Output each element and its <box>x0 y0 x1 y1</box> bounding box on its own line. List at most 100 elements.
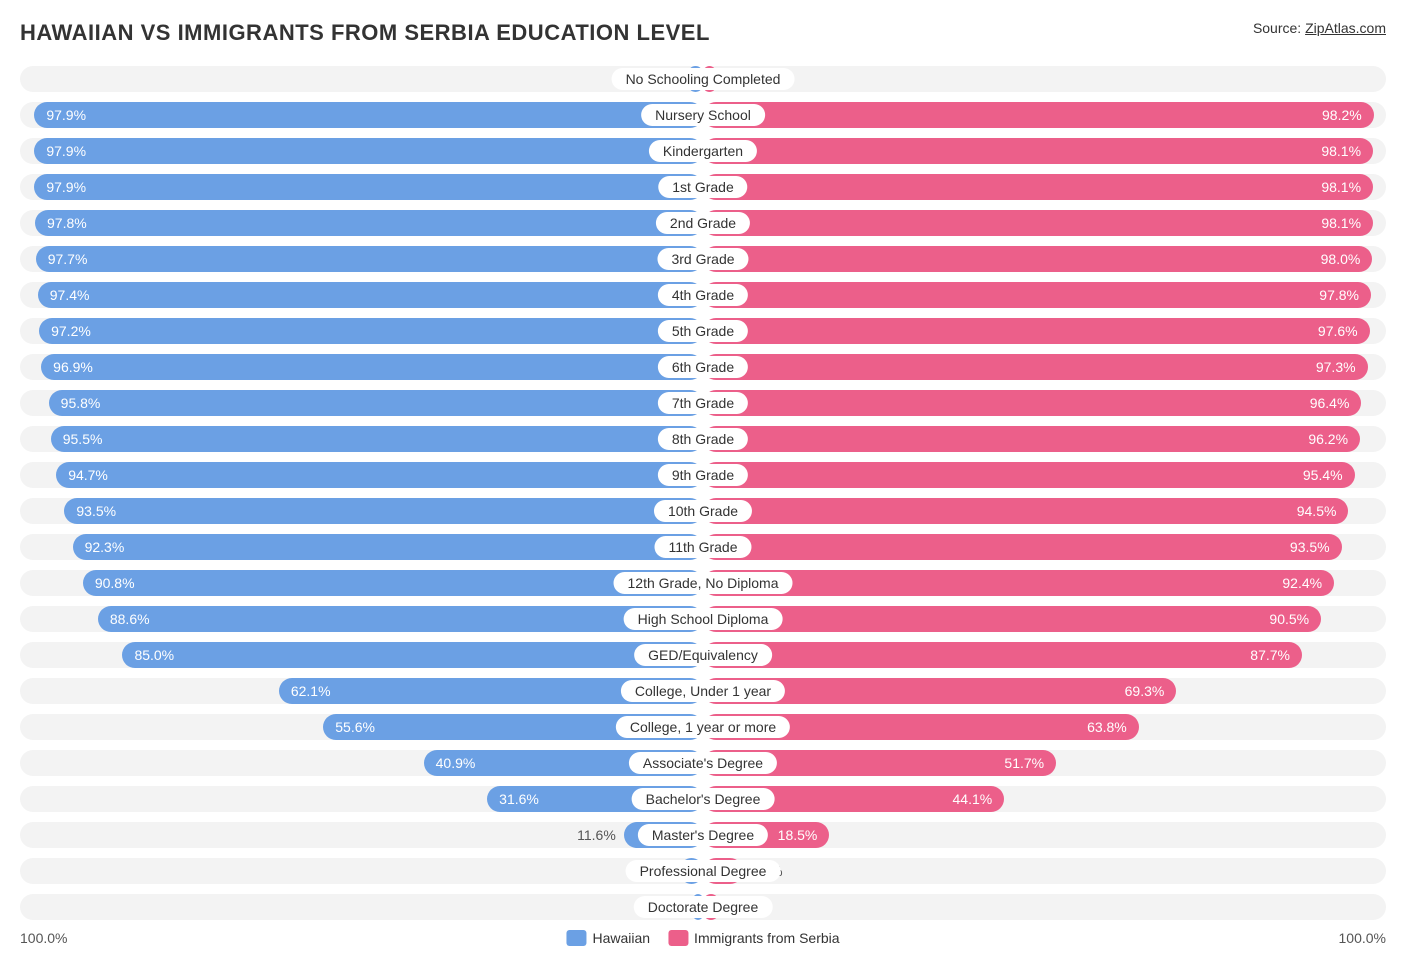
value-left: 40.9% <box>424 750 476 776</box>
value-left: 97.9% <box>34 138 86 164</box>
value-left: 97.4% <box>38 282 90 308</box>
chart-title: HAWAIIAN VS IMMIGRANTS FROM SERBIA EDUCA… <box>20 20 710 46</box>
category-label: Doctorate Degree <box>634 896 773 918</box>
bar-right <box>703 642 1302 668</box>
chart-row: 88.6%90.5%High School Diploma <box>20 606 1386 632</box>
category-label: 4th Grade <box>658 284 748 306</box>
value-left: 94.7% <box>56 462 108 488</box>
category-label: 10th Grade <box>654 500 752 522</box>
bar-right <box>703 174 1373 200</box>
chart-row: 97.9%98.1%1st Grade <box>20 174 1386 200</box>
legend-swatch <box>668 930 688 946</box>
value-right: 63.8% <box>1087 714 1139 740</box>
bar-right <box>703 390 1361 416</box>
value-right: 93.5% <box>1290 534 1342 560</box>
category-label: 11th Grade <box>654 536 751 558</box>
category-label: 3rd Grade <box>657 248 748 270</box>
bar-left <box>34 138 703 164</box>
bar-left <box>41 354 703 380</box>
chart-row: 85.0% 87.7% GED/Equivalency <box>20 642 1386 668</box>
value-left: 97.9% <box>34 102 86 128</box>
category-label: College, 1 year or more <box>616 716 790 738</box>
value-left: 85.0% <box>122 642 174 668</box>
category-label: Associate's Degree <box>629 752 777 774</box>
chart-row: 1.5%2.3%Doctorate Degree <box>20 894 1386 920</box>
category-label: Bachelor's Degree <box>632 788 775 810</box>
chart-row: 97.7% 98.0% 3rd Grade <box>20 246 1386 272</box>
bar-left <box>64 498 703 524</box>
right-axis-max: 100.0% <box>1339 930 1386 946</box>
chart-row: 97.2%97.6%5th Grade <box>20 318 1386 344</box>
category-label: High School Diploma <box>624 608 783 630</box>
bar-right <box>703 138 1373 164</box>
value-left: 97.7% <box>36 246 88 272</box>
chart-header: HAWAIIAN VS IMMIGRANTS FROM SERBIA EDUCA… <box>20 20 1386 46</box>
chart-row: 92.3% 93.5% 11th Grade <box>20 534 1386 560</box>
bar-right <box>703 354 1368 380</box>
value-left: 92.3% <box>73 534 125 560</box>
chart-row: 97.9%98.2%Nursery School <box>20 102 1386 128</box>
bar-right <box>703 426 1360 452</box>
chart-row: 31.6% 44.1% Bachelor's Degree <box>20 786 1386 812</box>
bar-left <box>35 210 703 236</box>
bar-right <box>703 282 1371 308</box>
value-right: 69.3% <box>1125 678 1177 704</box>
bar-right <box>703 102 1374 128</box>
category-label: 7th Grade <box>658 392 748 414</box>
value-left: 62.1% <box>279 678 331 704</box>
value-right: 94.5% <box>1297 498 1349 524</box>
value-left: 11.6% <box>577 822 624 848</box>
category-label: College, Under 1 year <box>621 680 785 702</box>
source-link[interactable]: ZipAtlas.com <box>1305 20 1386 36</box>
bar-left <box>39 318 703 344</box>
bar-right <box>703 606 1321 632</box>
value-left: 55.6% <box>323 714 375 740</box>
bar-left <box>83 570 703 596</box>
chart-row: 94.7% 95.4% 9th Grade <box>20 462 1386 488</box>
value-left: 93.5% <box>64 498 116 524</box>
bar-right <box>703 210 1373 236</box>
value-right: 98.1% <box>1321 174 1373 200</box>
diverging-bar-chart: 2.2%1.9%No Schooling Completed 97.9%98.2%… <box>20 66 1386 920</box>
value-left: 97.9% <box>34 174 86 200</box>
category-label: 9th Grade <box>658 464 748 486</box>
value-right: 87.7% <box>1250 642 1302 668</box>
chart-row: 3.4%5.8%Professional Degree <box>20 858 1386 884</box>
legend-item-serbia: Immigrants from Serbia <box>668 930 839 946</box>
chart-row: 55.6% 63.8% College, 1 year or more <box>20 714 1386 740</box>
chart-row: 96.9%97.3%6th Grade <box>20 354 1386 380</box>
bar-right <box>703 462 1355 488</box>
bar-left <box>34 102 703 128</box>
value-right: 98.1% <box>1321 210 1373 236</box>
value-right: 44.1% <box>953 786 1005 812</box>
value-right: 96.4% <box>1310 390 1362 416</box>
category-label: No Schooling Completed <box>612 68 795 90</box>
category-label: GED/Equivalency <box>634 644 772 666</box>
bar-left <box>98 606 703 632</box>
category-label: 5th Grade <box>658 320 748 342</box>
value-right: 96.2% <box>1308 426 1360 452</box>
value-left: 31.6% <box>487 786 539 812</box>
chart-row: 97.9% 98.1% Kindergarten <box>20 138 1386 164</box>
bar-left <box>51 426 703 452</box>
bar-right <box>703 570 1334 596</box>
value-left: 90.8% <box>83 570 135 596</box>
chart-row: 90.8%92.4%12th Grade, No Diploma <box>20 570 1386 596</box>
value-right: 97.8% <box>1319 282 1371 308</box>
bar-right <box>703 498 1348 524</box>
category-label: 12th Grade, No Diploma <box>614 572 793 594</box>
bar-right <box>703 534 1342 560</box>
legend-label: Hawaiian <box>592 930 650 946</box>
chart-row: 97.8%98.1%2nd Grade <box>20 210 1386 236</box>
legend: Hawaiian Immigrants from Serbia <box>566 930 839 946</box>
value-right: 98.0% <box>1321 246 1373 272</box>
bar-left <box>38 282 703 308</box>
chart-row: 2.2%1.9%No Schooling Completed <box>20 66 1386 92</box>
source-label: Source: <box>1253 20 1305 36</box>
category-label: Kindergarten <box>649 140 757 162</box>
category-label: 6th Grade <box>658 356 748 378</box>
value-right: 95.4% <box>1303 462 1355 488</box>
bar-left <box>122 642 703 668</box>
value-right: 98.1% <box>1321 138 1373 164</box>
legend-swatch <box>566 930 586 946</box>
